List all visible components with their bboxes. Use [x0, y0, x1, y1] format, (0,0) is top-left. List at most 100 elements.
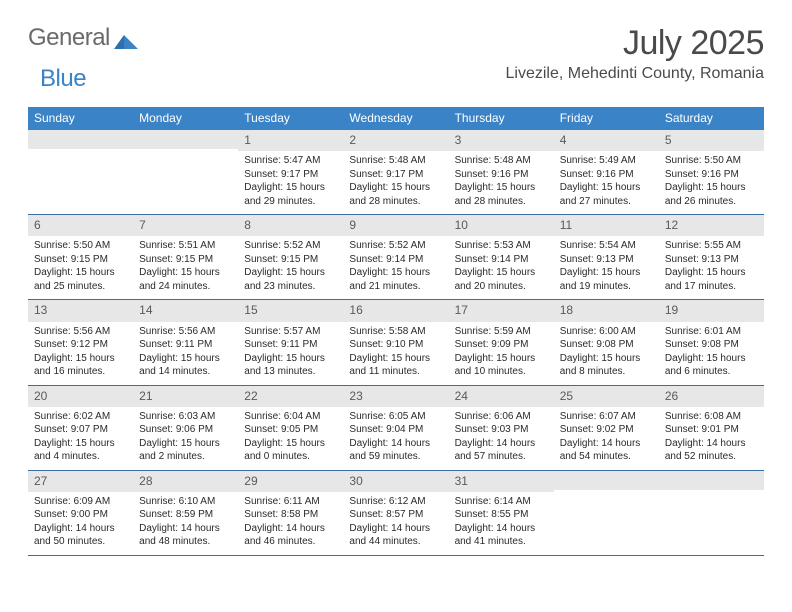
day-cell: 22Sunrise: 6:04 AMSunset: 9:05 PMDayligh… — [238, 386, 343, 470]
sunset-line: Sunset: 9:15 PM — [139, 253, 232, 267]
day-cell — [28, 130, 133, 214]
day-number: 22 — [238, 386, 343, 407]
day-cell: 3Sunrise: 5:48 AMSunset: 9:16 PMDaylight… — [449, 130, 554, 214]
dow-cell: Thursday — [449, 107, 554, 130]
week-row: 6Sunrise: 5:50 AMSunset: 9:15 PMDaylight… — [28, 215, 764, 300]
sunset-line: Sunset: 9:10 PM — [349, 338, 442, 352]
day-cell: 24Sunrise: 6:06 AMSunset: 9:03 PMDayligh… — [449, 386, 554, 470]
day-body: Sunrise: 5:59 AMSunset: 9:09 PMDaylight:… — [449, 325, 554, 379]
daylight-line: Daylight: 15 hours and 24 minutes. — [139, 266, 232, 293]
sunset-line: Sunset: 9:09 PM — [455, 338, 548, 352]
day-number: 12 — [659, 215, 764, 236]
day-body: Sunrise: 5:56 AMSunset: 9:11 PMDaylight:… — [133, 325, 238, 379]
sunrise-line: Sunrise: 5:49 AM — [560, 154, 653, 168]
dow-cell: Saturday — [659, 107, 764, 130]
day-number: 4 — [554, 130, 659, 151]
daylight-line: Daylight: 14 hours and 57 minutes. — [455, 437, 548, 464]
sunrise-line: Sunrise: 6:00 AM — [560, 325, 653, 339]
sunrise-line: Sunrise: 6:02 AM — [34, 410, 127, 424]
sunset-line: Sunset: 9:03 PM — [455, 423, 548, 437]
day-body: Sunrise: 6:00 AMSunset: 9:08 PMDaylight:… — [554, 325, 659, 379]
sunset-line: Sunset: 9:13 PM — [560, 253, 653, 267]
daylight-line: Daylight: 15 hours and 0 minutes. — [244, 437, 337, 464]
sunrise-line: Sunrise: 6:05 AM — [349, 410, 442, 424]
day-body: Sunrise: 6:09 AMSunset: 9:00 PMDaylight:… — [28, 495, 133, 549]
sunrise-line: Sunrise: 6:03 AM — [139, 410, 232, 424]
sunrise-line: Sunrise: 5:54 AM — [560, 239, 653, 253]
day-body: Sunrise: 5:56 AMSunset: 9:12 PMDaylight:… — [28, 325, 133, 379]
day-cell: 2Sunrise: 5:48 AMSunset: 9:17 PMDaylight… — [343, 130, 448, 214]
sunrise-line: Sunrise: 6:11 AM — [244, 495, 337, 509]
day-number — [554, 471, 659, 490]
day-cell: 13Sunrise: 5:56 AMSunset: 9:12 PMDayligh… — [28, 300, 133, 384]
day-cell: 5Sunrise: 5:50 AMSunset: 9:16 PMDaylight… — [659, 130, 764, 214]
day-body: Sunrise: 5:57 AMSunset: 9:11 PMDaylight:… — [238, 325, 343, 379]
day-cell: 12Sunrise: 5:55 AMSunset: 9:13 PMDayligh… — [659, 215, 764, 299]
day-body: Sunrise: 6:07 AMSunset: 9:02 PMDaylight:… — [554, 410, 659, 464]
day-number: 29 — [238, 471, 343, 492]
sunrise-line: Sunrise: 6:07 AM — [560, 410, 653, 424]
day-body: Sunrise: 5:52 AMSunset: 9:14 PMDaylight:… — [343, 239, 448, 293]
day-number: 19 — [659, 300, 764, 321]
day-number: 11 — [554, 215, 659, 236]
daylight-line: Daylight: 15 hours and 26 minutes. — [665, 181, 758, 208]
sunrise-line: Sunrise: 5:56 AM — [34, 325, 127, 339]
day-cell: 14 Sunrise: 5:56 AMSunset: 9:11 PMDayligh… — [133, 300, 238, 384]
day-number — [28, 130, 133, 149]
day-cell — [659, 471, 764, 555]
sunset-line: Sunset: 9:01 PM — [665, 423, 758, 437]
sunrise-line: Sunrise: 5:47 AM — [244, 154, 337, 168]
day-cell: 29 Sunrise: 6:11 AMSunset: 8:58 PMDayligh… — [238, 471, 343, 555]
sunset-line: Sunset: 9:16 PM — [665, 168, 758, 182]
day-cell: 16Sunrise: 5:58 AMSunset: 9:10 PMDayligh… — [343, 300, 448, 384]
sunset-line: Sunset: 8:58 PM — [244, 508, 337, 522]
day-number — [659, 471, 764, 490]
sunset-line: Sunset: 9:16 PM — [560, 168, 653, 182]
day-number: 25 — [554, 386, 659, 407]
day-of-week-header: SundayMondayTuesdayWednesdayThursdayFrid… — [28, 107, 764, 130]
daylight-line: Daylight: 15 hours and 29 minutes. — [244, 181, 337, 208]
day-body: Sunrise: 5:54 AMSunset: 9:13 PMDaylight:… — [554, 239, 659, 293]
sunset-line: Sunset: 9:08 PM — [560, 338, 653, 352]
day-body: Sunrise: 5:52 AMSunset: 9:15 PMDaylight:… — [238, 239, 343, 293]
sunrise-line: Sunrise: 5:58 AM — [349, 325, 442, 339]
sunset-line: Sunset: 8:55 PM — [455, 508, 548, 522]
logo-word-2: Blue — [40, 65, 86, 93]
day-body: Sunrise: 6:01 AMSunset: 9:08 PMDaylight:… — [659, 325, 764, 379]
dow-cell: Friday — [554, 107, 659, 130]
day-number: 14 — [133, 300, 238, 321]
sunrise-line: Sunrise: 5:55 AM — [665, 239, 758, 253]
sunset-line: Sunset: 9:11 PM — [139, 338, 232, 352]
sunrise-line: Sunrise: 6:09 AM — [34, 495, 127, 509]
sunrise-line: Sunrise: 5:53 AM — [455, 239, 548, 253]
day-cell: 28Sunrise: 6:10 AMSunset: 8:59 PMDayligh… — [133, 471, 238, 555]
day-number: 18 — [554, 300, 659, 321]
sunrise-line: Sunrise: 5:56 AM — [139, 325, 232, 339]
sunrise-line: Sunrise: 5:59 AM — [455, 325, 548, 339]
sunset-line: Sunset: 9:04 PM — [349, 423, 442, 437]
sunset-line: Sunset: 9:00 PM — [34, 508, 127, 522]
sunset-line: Sunset: 9:06 PM — [139, 423, 232, 437]
day-cell — [554, 471, 659, 555]
day-body: Sunrise: 6:11 AMSunset: 8:58 PMDaylight:… — [238, 495, 343, 549]
sunset-line: Sunset: 9:17 PM — [244, 168, 337, 182]
logo-word-1: General — [28, 24, 110, 52]
day-number: 1 — [238, 130, 343, 151]
sunrise-line: Sunrise: 6:06 AM — [455, 410, 548, 424]
day-cell: 8Sunrise: 5:52 AMSunset: 9:15 PMDaylight… — [238, 215, 343, 299]
sunset-line: Sunset: 9:16 PM — [455, 168, 548, 182]
daylight-line: Daylight: 15 hours and 19 minutes. — [560, 266, 653, 293]
daylight-line: Daylight: 15 hours and 6 minutes. — [665, 352, 758, 379]
daylight-line: Daylight: 15 hours and 17 minutes. — [665, 266, 758, 293]
daylight-line: Daylight: 14 hours and 59 minutes. — [349, 437, 442, 464]
daylight-line: Daylight: 15 hours and 8 minutes. — [560, 352, 653, 379]
day-cell: 9Sunrise: 5:52 AMSunset: 9:14 PMDaylight… — [343, 215, 448, 299]
day-cell — [133, 130, 238, 214]
day-cell: 30Sunrise: 6:12 AMSunset: 8:57 PMDayligh… — [343, 471, 448, 555]
daylight-line: Daylight: 14 hours and 46 minutes. — [244, 522, 337, 549]
day-number: 3 — [449, 130, 554, 151]
day-body: Sunrise: 6:10 AMSunset: 8:59 PMDaylight:… — [133, 495, 238, 549]
sunset-line: Sunset: 9:02 PM — [560, 423, 653, 437]
day-cell: 18 Sunrise: 6:00 AMSunset: 9:08 PMDayligh… — [554, 300, 659, 384]
daylight-line: Daylight: 15 hours and 28 minutes. — [455, 181, 548, 208]
